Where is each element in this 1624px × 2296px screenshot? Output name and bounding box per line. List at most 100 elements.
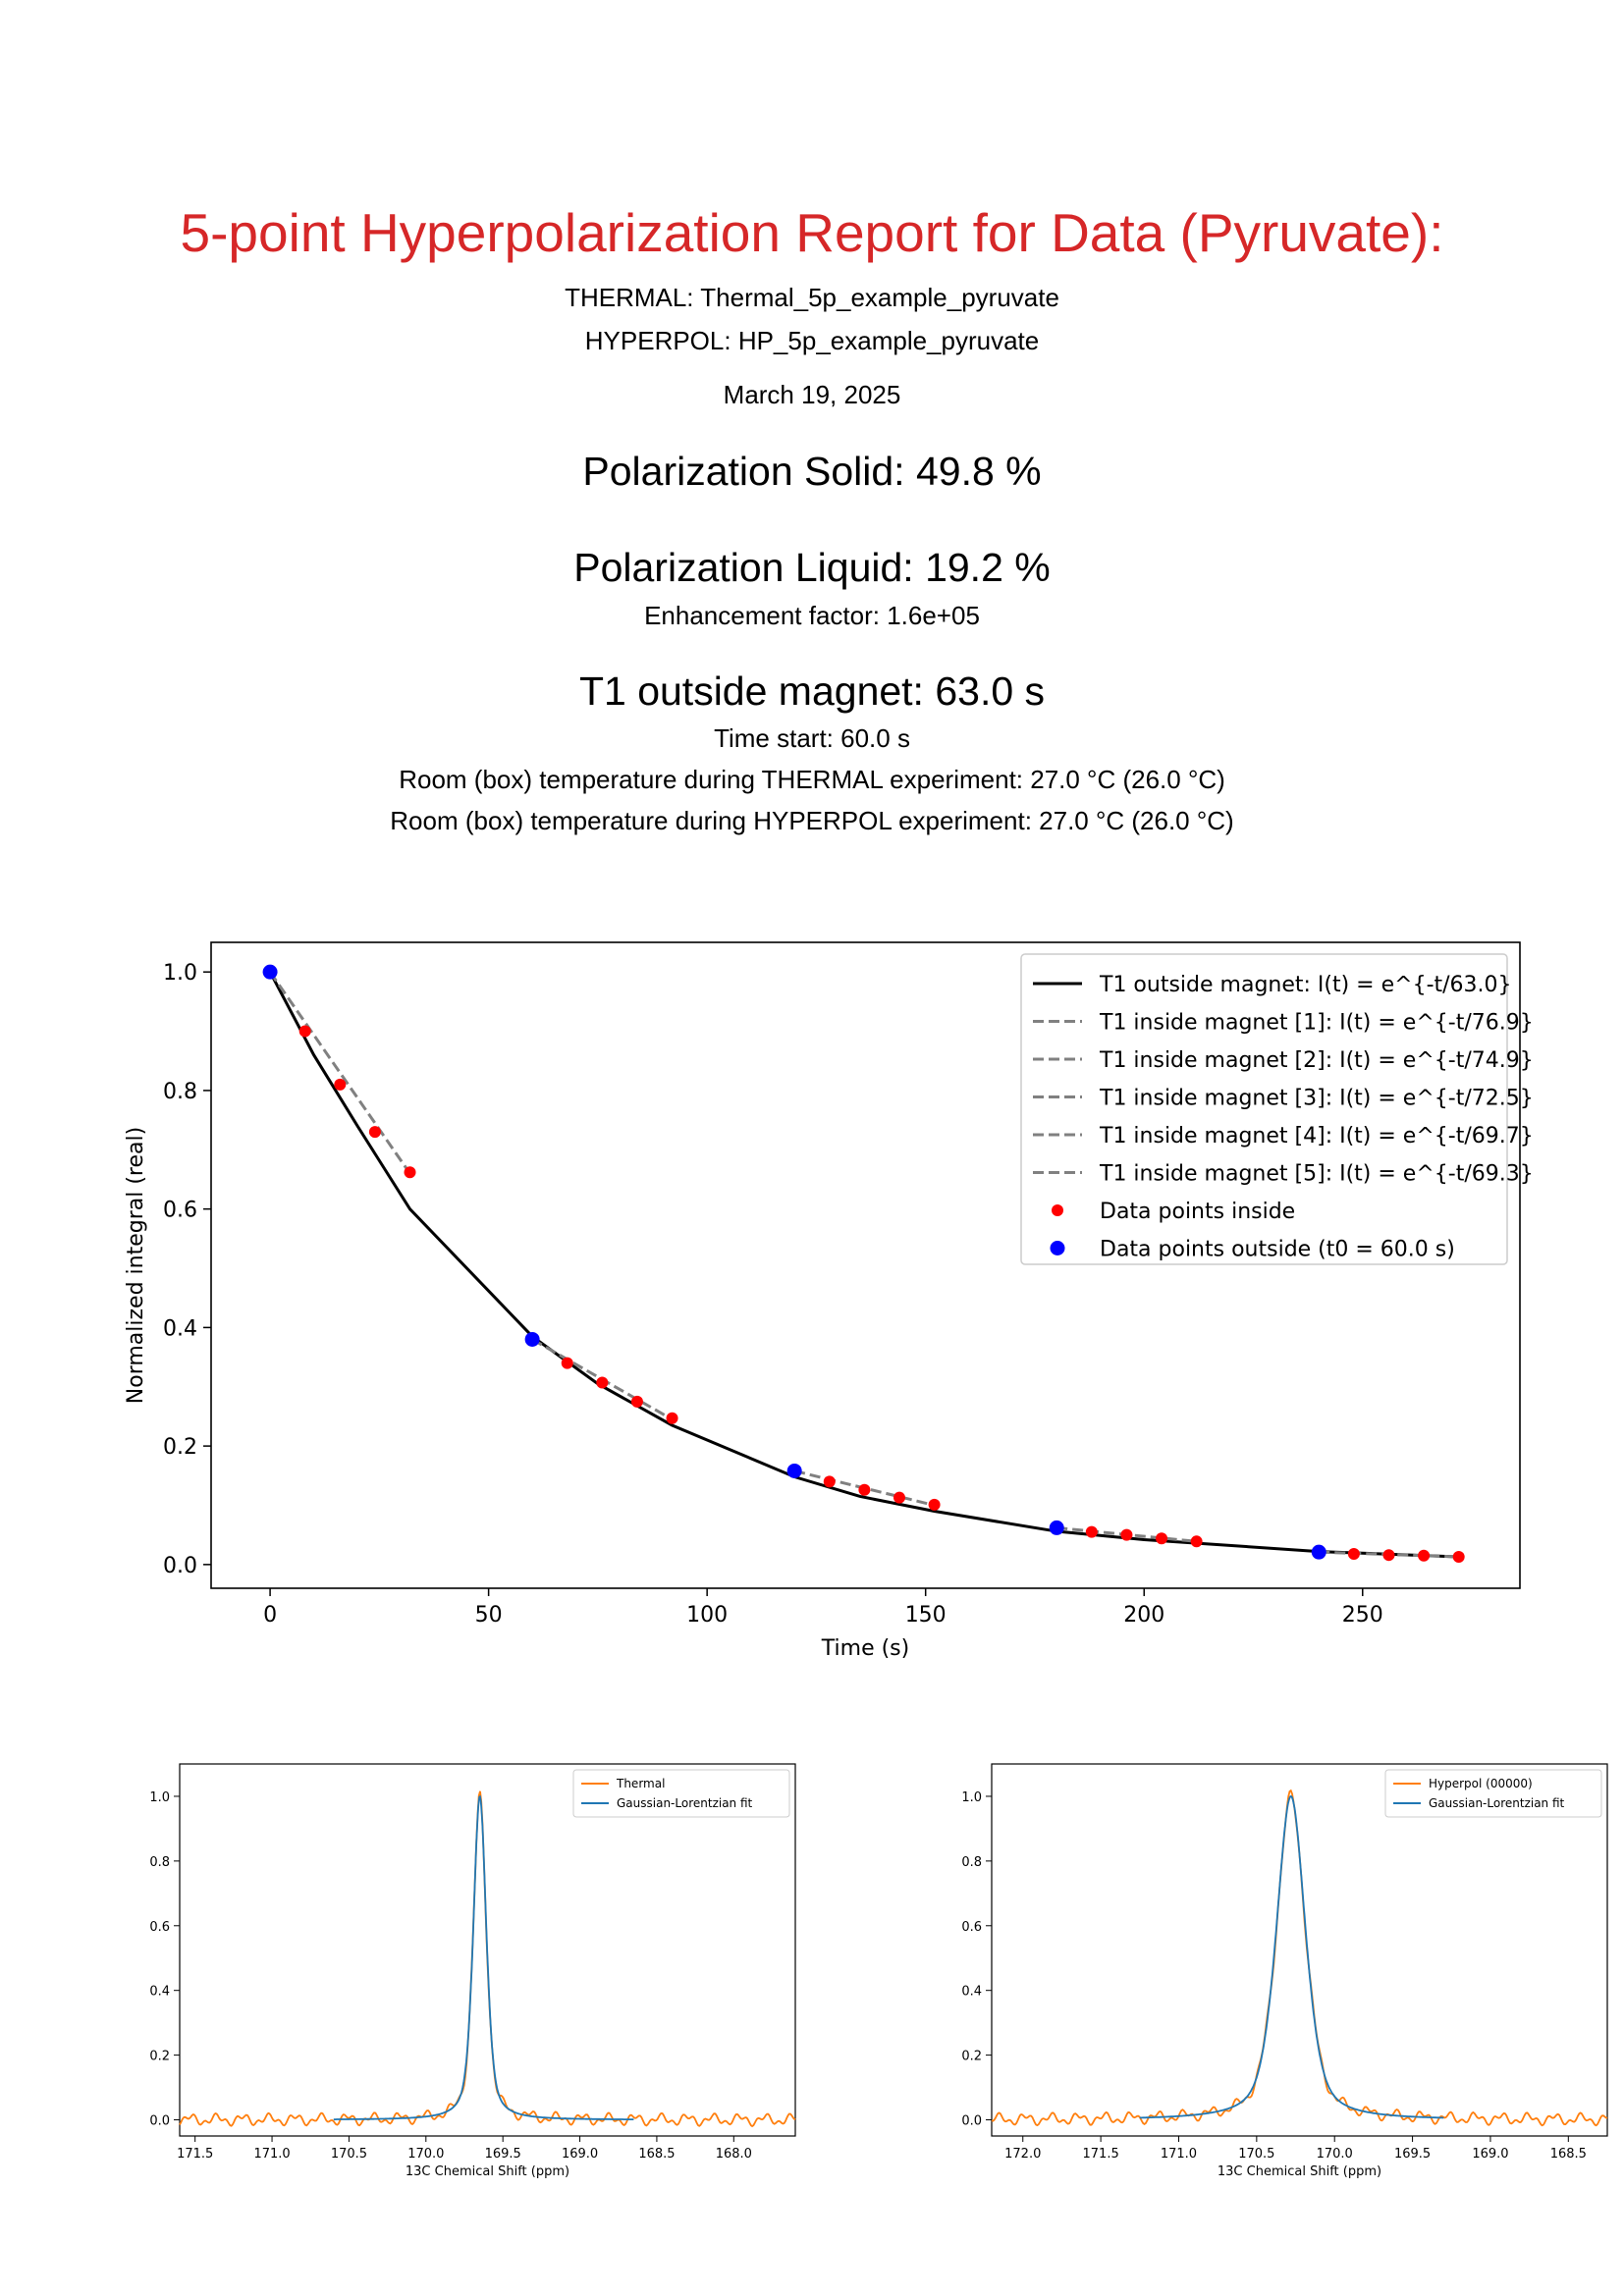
legend-swatch — [1052, 1204, 1063, 1216]
legend-box — [1020, 953, 1508, 1265]
inside-data-point — [1156, 1532, 1168, 1545]
legend-box — [1384, 1769, 1602, 1818]
legend-inside-points: Data points inside — [1100, 1200, 1295, 1224]
inside-data-point — [1452, 1551, 1465, 1564]
x-tick-label: 172.0 — [1004, 2147, 1041, 2162]
y-tick-label: 0.2 — [163, 1435, 197, 1460]
x-tick-label: 168.5 — [1550, 2147, 1587, 2162]
legend-label: Hyperpol (00000) — [1429, 1777, 1533, 1790]
x-tick-label: 171.5 — [177, 2147, 213, 2162]
y-tick-label: 1.0 — [163, 961, 197, 986]
x-tick-label: 169.5 — [1394, 2147, 1431, 2162]
thermal-dataset-line: THERMAL: Thermal_5p_example_pyruvate — [565, 283, 1059, 312]
x-tick-label: 170.5 — [1238, 2147, 1274, 2162]
inside-data-point — [928, 1498, 941, 1511]
outside-data-point — [786, 1463, 802, 1478]
inside-data-point — [893, 1491, 905, 1504]
y-tick-label: 1.0 — [149, 1790, 170, 1805]
inside-data-point — [630, 1395, 643, 1408]
x-tick-label: 250 — [1342, 1603, 1383, 1628]
hyperpol-dataset-line: HYPERPOL: HP_5p_example_pyruvate — [584, 326, 1040, 355]
x-tick-label: 100 — [686, 1603, 728, 1628]
x-tick-label: 50 — [475, 1603, 503, 1628]
y-axis-label: Normalized integral (real) — [124, 1127, 148, 1404]
inside-data-point — [666, 1412, 678, 1424]
legend-inside-fit-3: T1 inside magnet [3]: I(t) = e^{-t/72.5} — [1099, 1087, 1534, 1111]
legend-box — [572, 1769, 790, 1818]
legend-label: Gaussian-Lorentzian fit — [617, 1796, 753, 1810]
legend-swatch — [1050, 1241, 1065, 1255]
x-tick-label: 171.0 — [253, 2147, 290, 2162]
inside-data-point — [858, 1483, 871, 1496]
x-tick-label: 168.5 — [638, 2147, 675, 2162]
outside-data-point — [1311, 1544, 1326, 1560]
y-tick-label: 0.0 — [961, 2114, 982, 2129]
enhancement-factor: Enhancement factor: 1.6e+05 — [644, 601, 980, 630]
time-start: Time start: 60.0 s — [714, 723, 910, 753]
y-tick-label: 0.6 — [961, 1920, 982, 1935]
y-tick-label: 1.0 — [961, 1790, 982, 1805]
y-tick-label: 0.4 — [163, 1316, 197, 1341]
legend-inside-fit-5: T1 inside magnet [5]: I(t) = e^{-t/69.3} — [1099, 1162, 1534, 1187]
report-date: March 19, 2025 — [723, 380, 901, 409]
x-tick-label: 150 — [905, 1603, 947, 1628]
plot-frame — [991, 1763, 1608, 2137]
polarization-solid: Polarization Solid: 49.8 % — [582, 449, 1042, 494]
x-tick-label: 170.0 — [407, 2147, 444, 2162]
inside-data-point — [596, 1376, 609, 1389]
fit-line — [1139, 1795, 1444, 2119]
thermal-spectrum-chart: 171.5 171.0 170.5 170.0 169.5 169.0 168.5 168.0… — [149, 1763, 796, 2179]
inside-data-point — [1382, 1549, 1395, 1562]
x-tick-label: 169.0 — [1472, 2147, 1508, 2162]
x-tick-label: 170.0 — [1317, 2147, 1353, 2162]
temperature-thermal: Room (box) temperature during THERMAL ex… — [399, 765, 1225, 794]
legend-label: Thermal — [616, 1777, 665, 1790]
inside-data-point — [334, 1078, 347, 1091]
y-tick-label: 0.8 — [961, 1855, 982, 1870]
y-tick-label: 0.2 — [149, 2050, 170, 2064]
inside-data-point — [404, 1166, 416, 1179]
fit-line — [333, 1794, 634, 2121]
inside-data-point — [1418, 1549, 1431, 1562]
x-tick-label: 169.5 — [485, 2147, 521, 2162]
x-axis-label: 13C Chemical Shift (ppm) — [406, 2164, 569, 2179]
legend-inside-fit-1: T1 inside magnet [1]: I(t) = e^{-t/76.9} — [1099, 1011, 1534, 1036]
outside-data-point — [524, 1331, 540, 1347]
t1-outside-magnet: T1 outside magnet: 63.0 s — [578, 668, 1046, 714]
t1-decay-chart: 0 50 100 150 200 250 0.0 0.2 0.4 0.6 0.8 1.0 Time (s… — [124, 941, 1534, 1661]
x-axis-label: 13C Chemical Shift (ppm) — [1218, 2164, 1381, 2179]
inside-data-point — [1190, 1535, 1203, 1548]
x-tick-label: 200 — [1123, 1603, 1164, 1628]
y-tick-label: 0.8 — [163, 1080, 197, 1104]
hyperpol-spectrum-chart: 172.0 171.5 171.0 170.5 170.0 169.5 169.0 168.5… — [961, 1763, 1608, 2179]
inside-data-point — [561, 1357, 573, 1369]
outside-data-point — [262, 964, 278, 980]
inside-data-point — [298, 1025, 311, 1038]
inside-data-point — [1347, 1547, 1360, 1560]
inside-fit-line-1 — [268, 971, 411, 1175]
outside-data-point — [1049, 1520, 1064, 1535]
legend-inside-fit-2: T1 inside magnet [2]: I(t) = e^{-t/74.9} — [1099, 1048, 1534, 1073]
y-tick-label: 0.6 — [163, 1199, 197, 1223]
y-tick-label: 0.4 — [149, 1985, 170, 2000]
legend-label: Gaussian-Lorentzian fit — [1429, 1796, 1565, 1810]
temperature-hyperpol: Room (box) temperature during HYPERPOL e… — [390, 806, 1234, 835]
x-tick-label: 171.0 — [1161, 2147, 1197, 2162]
legend-inside-fit-4: T1 inside magnet [4]: I(t) = e^{-t/69.7} — [1099, 1124, 1534, 1148]
x-tick-label: 169.0 — [562, 2147, 598, 2162]
y-tick-label: 0.0 — [163, 1554, 197, 1578]
legend-outside-fit: T1 outside magnet: I(t) = e^{-t/63.0} — [1099, 973, 1512, 997]
polarization-liquid: Polarization Liquid: 19.2 % — [573, 545, 1051, 590]
y-tick-label: 0.8 — [149, 1855, 170, 1870]
inside-data-point — [368, 1126, 381, 1139]
inside-data-point — [823, 1475, 836, 1488]
x-tick-label: 171.5 — [1083, 2147, 1119, 2162]
inside-data-point — [1085, 1525, 1098, 1538]
x-tick-label: 170.5 — [331, 2147, 367, 2162]
report-title: 5-point Hyperpolarization Report for Dat… — [180, 202, 1444, 263]
x-axis-label: Time (s) — [821, 1636, 909, 1661]
y-tick-label: 0.2 — [961, 2050, 982, 2064]
y-tick-label: 0.0 — [149, 2114, 170, 2129]
legend-outside-points: Data points outside (t0 = 60.0 s) — [1100, 1238, 1455, 1262]
x-tick-label: 0 — [263, 1603, 277, 1628]
